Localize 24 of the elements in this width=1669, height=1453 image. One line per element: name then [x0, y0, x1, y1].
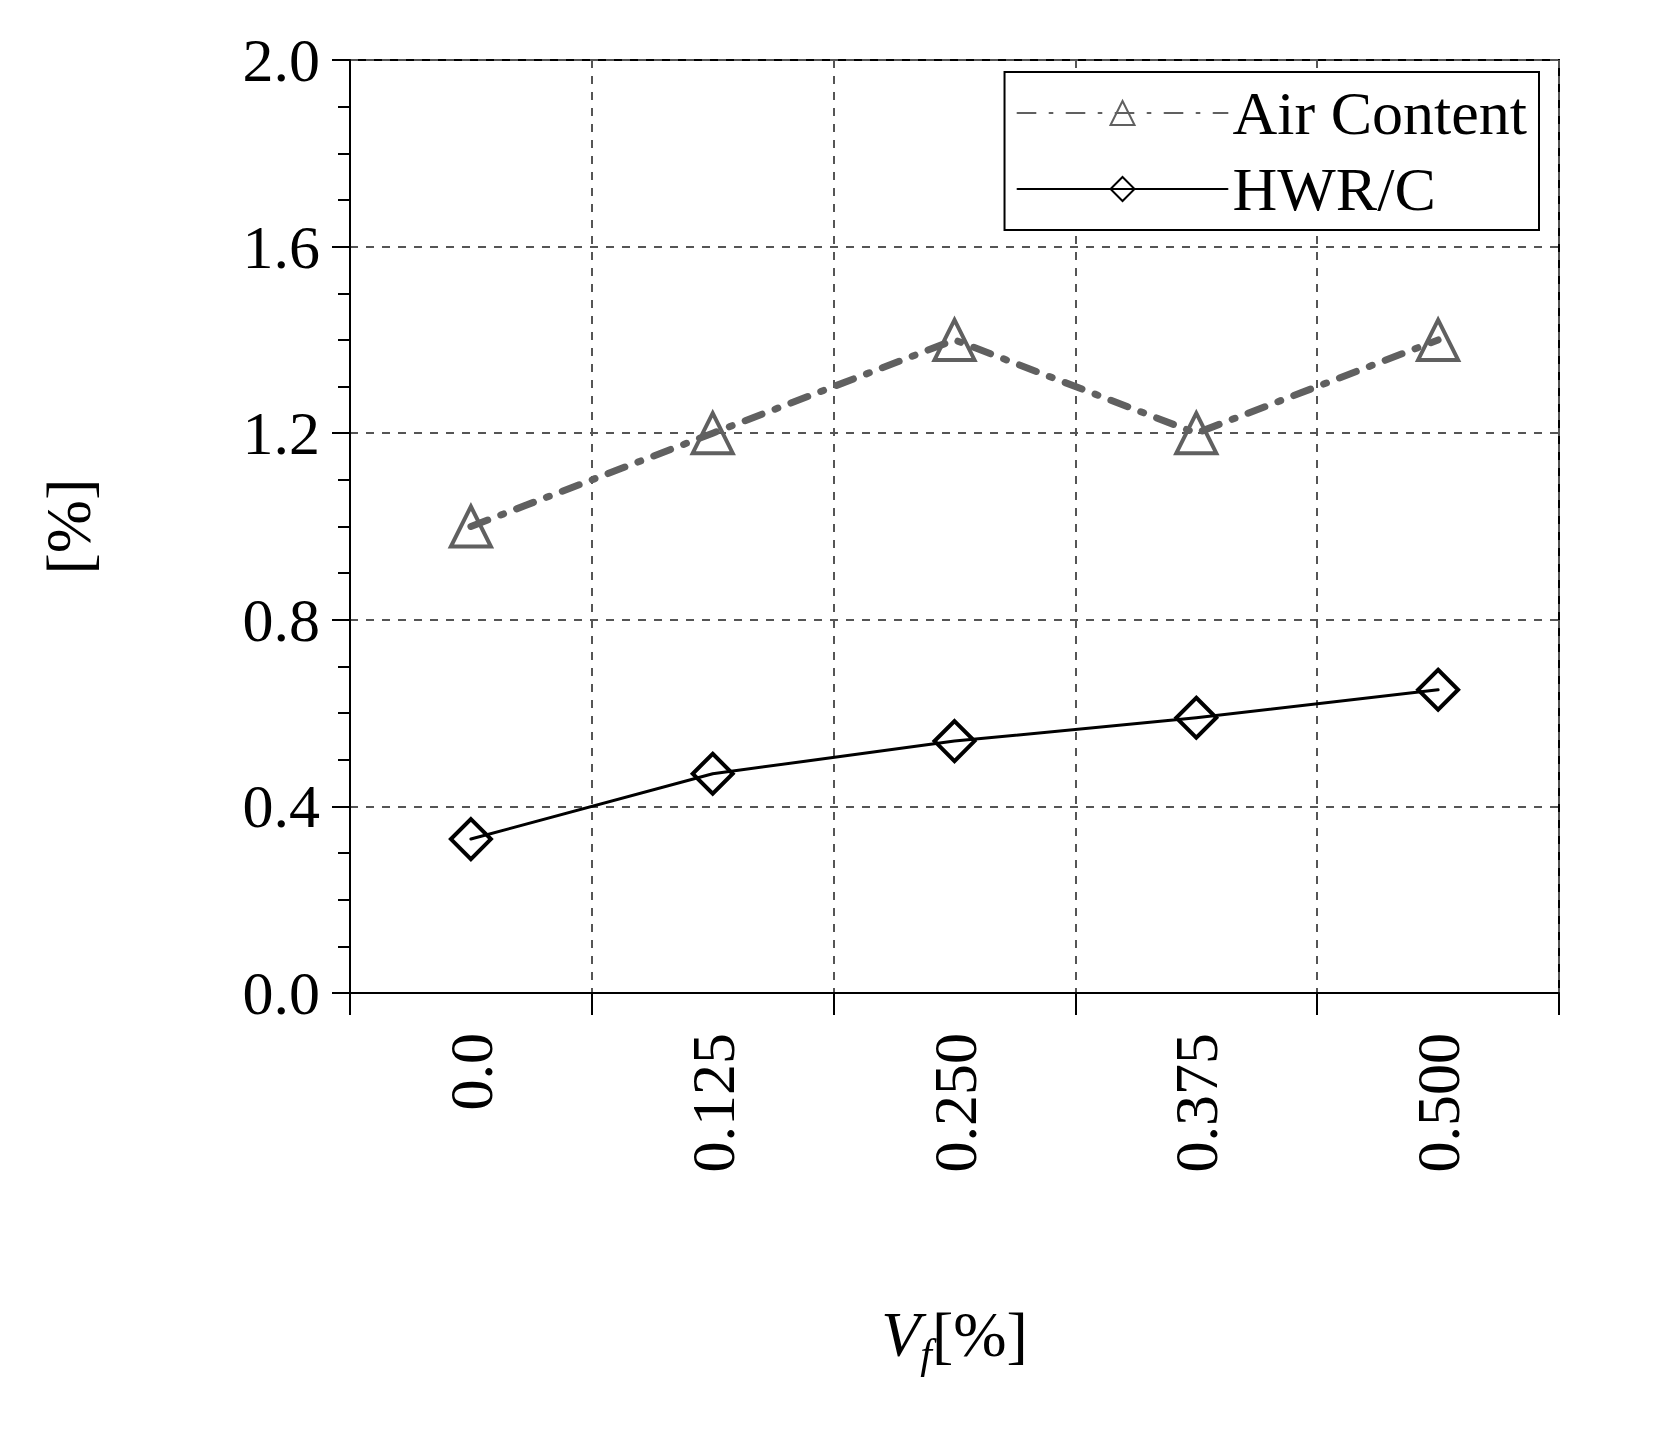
point [931, 315, 978, 362]
x-tick-label: 0.125 [678, 1033, 747, 1173]
y-tick-label: 1.2 [242, 399, 320, 468]
y-tick-label: 1.6 [242, 212, 320, 281]
point [448, 504, 493, 549]
point [690, 751, 735, 796]
y-tick-label: 2.0 [242, 26, 320, 94]
point [1415, 315, 1462, 362]
y-tick-label: 0.0 [242, 959, 320, 1027]
legend-label: HWR/C [1232, 155, 1436, 223]
y-tick-label: 0.8 [242, 585, 320, 654]
legend-label: Air Content [1232, 79, 1528, 147]
point [690, 411, 735, 456]
point [1174, 695, 1219, 740]
x-tick-label: 0.250 [920, 1033, 989, 1173]
point [932, 719, 977, 764]
y-axis-title: [%] [32, 478, 104, 575]
point [1416, 667, 1461, 712]
point [1174, 411, 1219, 456]
point [448, 817, 493, 862]
x-tick-label: 0.500 [1404, 1033, 1473, 1173]
y-tick-label: 0.4 [242, 772, 320, 841]
x-tick-label: 0.375 [1162, 1033, 1231, 1173]
x-tick-label: 0.0 [436, 1033, 505, 1111]
